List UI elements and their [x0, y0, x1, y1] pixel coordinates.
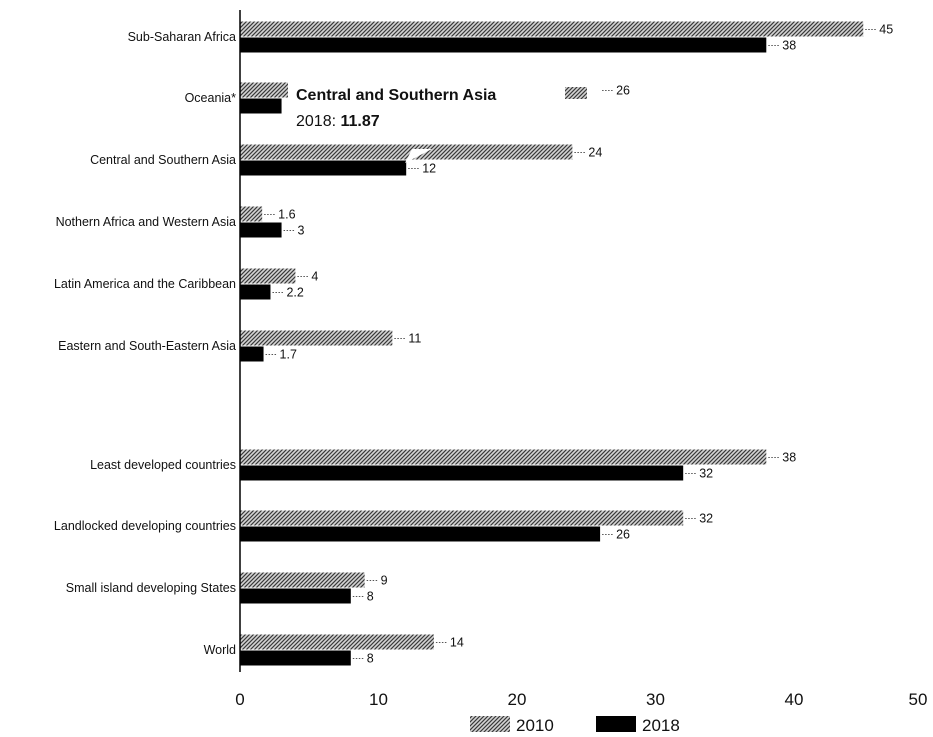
bar-2010-world[interactable] — [240, 634, 434, 650]
bar-2010-nothern-africa-and-western-asia[interactable] — [240, 206, 263, 222]
value-label-2010-latin-america-and-the-caribbean: 4 — [311, 270, 318, 284]
bar-2018-least-developed-countries[interactable] — [240, 465, 684, 481]
bar-2010-landlocked-developing-countries[interactable] — [240, 510, 684, 526]
category-label-small-island-developing-states: Small island developing States — [66, 581, 236, 595]
bar-2010-eastern-and-south-eastern-asia[interactable] — [240, 330, 393, 346]
bar-2010-central-and-southern-asia[interactable] — [240, 144, 573, 160]
tooltip-title: Central and Southern Asia — [296, 87, 496, 104]
legend-swatch-2010 — [470, 716, 510, 732]
bar-2018-sub-saharan-africa[interactable] — [240, 37, 767, 53]
bar-2018-eastern-and-south-eastern-asia[interactable] — [240, 346, 264, 362]
category-label-sub-saharan-africa: Sub-Saharan Africa — [128, 30, 236, 44]
legend-label-2018: 2018 — [642, 716, 680, 735]
tooltip-hatch-swatch — [565, 87, 587, 99]
x-tick-label-50: 50 — [909, 690, 928, 709]
value-label-2018-latin-america-and-the-caribbean: 2.2 — [286, 286, 303, 300]
value-label-2010-sub-saharan-africa: 45 — [879, 23, 893, 37]
value-label-2010-central-and-southern-asia: 24 — [588, 146, 602, 160]
tooltip-line-value: 11.87 — [340, 113, 379, 130]
category-labels: Sub-Saharan Africa Oceania* Central and So… — [54, 30, 236, 657]
value-label-2018-sub-saharan-africa: 38 — [782, 39, 796, 53]
tooltip-pointer — [405, 149, 432, 163]
bar-2018-latin-america-and-the-caribbean[interactable] — [240, 284, 271, 300]
tooltip: Central and Southern Asia 2018: 11.87 — [288, 80, 496, 163]
category-label-eastern-and-south-eastern-asia: Eastern and South-Eastern Asia — [58, 339, 236, 353]
bar-2010-sub-saharan-africa[interactable] — [240, 21, 864, 37]
category-label-nothern-africa-and-western-asia: Nothern Africa and Western Asia — [56, 215, 236, 229]
value-label-2010-least-developed-countries: 38 — [782, 451, 796, 465]
value-label-2010-small-island-developing-states: 9 — [381, 574, 388, 588]
tooltip-line: 2018: 11.87 — [296, 113, 380, 130]
value-label-2018-nothern-africa-and-western-asia: 3 — [298, 224, 305, 238]
x-tick-labels: 0 10 20 30 40 50 — [235, 690, 927, 709]
value-label-2018-landlocked-developing-countries: 26 — [616, 528, 630, 542]
bar-2018-nothern-africa-and-western-asia[interactable] — [240, 222, 282, 238]
legend-label-2010: 2010 — [516, 716, 554, 735]
value-label-2018-least-developed-countries: 32 — [699, 467, 713, 481]
category-label-central-and-southern-asia: Central and Southern Asia — [90, 153, 236, 167]
category-label-oceania: Oceania* — [185, 91, 237, 105]
legend: 2010 2018 — [470, 716, 680, 735]
x-tick-label-20: 20 — [508, 690, 527, 709]
value-label-2010-world: 14 — [450, 636, 464, 650]
bar-2010-latin-america-and-the-caribbean[interactable] — [240, 268, 296, 284]
value-label-2010-eastern-and-south-eastern-asia: 11 — [408, 332, 421, 346]
x-tick-label-0: 0 — [235, 690, 244, 709]
category-label-least-developed-countries: Least developed countries — [90, 458, 236, 472]
bar-2018-world[interactable] — [240, 650, 351, 666]
category-label-world: World — [204, 643, 236, 657]
x-tick-label-30: 30 — [646, 690, 665, 709]
x-tick-label-10: 10 — [369, 690, 388, 709]
value-label-2018-world: 8 — [367, 652, 374, 666]
value-label-2018-central-and-southern-asia: 12 — [422, 162, 436, 176]
bar-2018-central-and-southern-asia[interactable] — [240, 160, 407, 176]
value-label-2010-oceania: 26 — [616, 84, 630, 98]
tooltip-line-prefix: 2018: — [296, 113, 340, 130]
bar-2018-small-island-developing-states[interactable] — [240, 588, 351, 604]
value-label-2018-eastern-and-south-eastern-asia: 1.7 — [280, 348, 297, 362]
value-label-2010-landlocked-developing-countries: 32 — [699, 512, 713, 526]
bar-2010-small-island-developing-states[interactable] — [240, 572, 365, 588]
bar-2010-least-developed-countries[interactable] — [240, 449, 767, 465]
value-label-2010-nothern-africa-and-western-asia: 1.6 — [278, 208, 295, 222]
category-label-landlocked-developing-countries: Landlocked developing countries — [54, 519, 236, 533]
bar-2018-oceania[interactable] — [240, 98, 282, 114]
category-label-latin-america-and-the-caribbean: Latin America and the Caribbean — [54, 277, 236, 291]
bar-2010-oceania[interactable] — [240, 82, 296, 98]
legend-swatch-2018 — [596, 716, 636, 732]
x-tick-label-40: 40 — [785, 690, 804, 709]
bar-2018-landlocked-developing-countries[interactable] — [240, 526, 601, 542]
tooltip-box — [288, 80, 438, 136]
value-label-2018-small-island-developing-states: 8 — [367, 590, 374, 604]
